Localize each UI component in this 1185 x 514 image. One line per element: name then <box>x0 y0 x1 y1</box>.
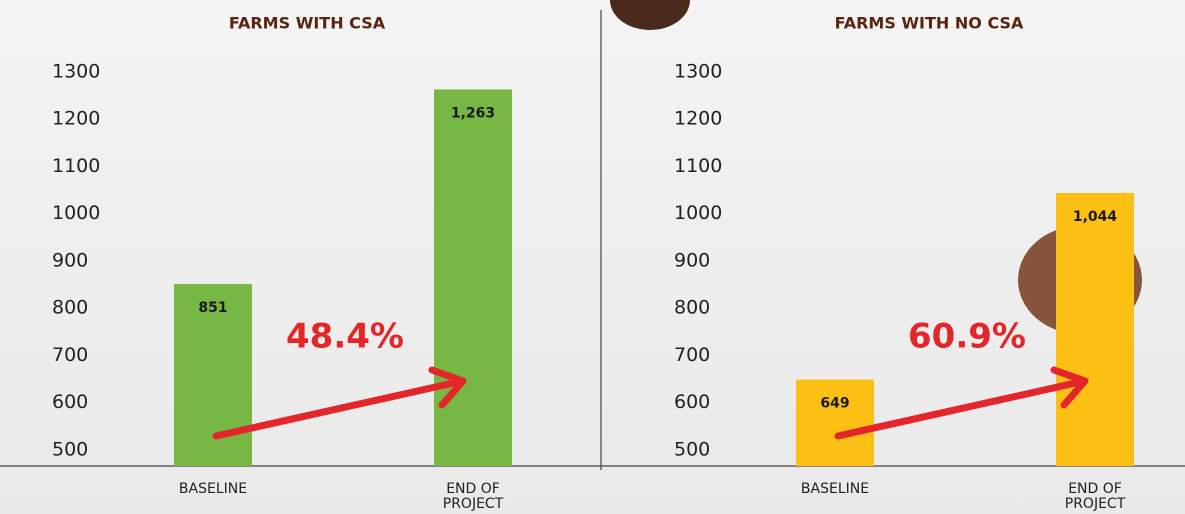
y-tick-label: 800 <box>52 297 88 319</box>
decoration <box>610 0 690 30</box>
value-label: 649 <box>820 396 849 412</box>
y-tick-label: 600 <box>674 391 710 413</box>
x-tick-label: END OF PROJECT <box>442 482 504 512</box>
value-label: 1,044 <box>1073 209 1118 225</box>
arrow <box>834 378 1084 440</box>
y-tick-label: 800 <box>674 297 710 319</box>
arrow-head <box>1050 366 1089 409</box>
value-label: 1,263 <box>451 105 495 121</box>
y-tick-label: 1100 <box>52 155 100 177</box>
y-tick-label: 700 <box>52 344 88 366</box>
x-tick-label: BASELINE <box>178 482 248 497</box>
annotation: 48.4% <box>286 317 404 357</box>
y-tick-label: 500 <box>52 438 88 460</box>
y-tick-label: 900 <box>674 249 710 271</box>
y-tick-label: 900 <box>52 249 88 271</box>
bar <box>434 89 512 466</box>
y-tick-label: 1300 <box>52 61 100 83</box>
arrow <box>212 378 462 440</box>
bar <box>796 379 874 466</box>
y-tick-label: 600 <box>52 391 88 413</box>
x-tick-label: END OF PROJECT <box>1064 482 1126 512</box>
y-tick-label: 1000 <box>674 202 722 224</box>
y-tick-label: 500 <box>674 438 710 460</box>
x-label-box: BASELINE <box>178 482 248 497</box>
x-label-box: END OF PROJECT <box>1064 482 1126 512</box>
value-label: 851 <box>198 300 227 316</box>
x-tick-label: BASELINE <box>800 482 870 497</box>
annotation: 60.9% <box>908 317 1026 357</box>
bar <box>1056 192 1134 466</box>
arrow-head <box>428 366 467 409</box>
chart-title: FARMS WITH CSA <box>229 14 386 33</box>
chart-title: FARMS WITH NO CSA <box>835 14 1024 33</box>
x-label-box: BASELINE <box>800 482 870 497</box>
y-tick-label: 700 <box>674 344 710 366</box>
y-tick-label: 1000 <box>52 202 100 224</box>
y-tick-label: 1200 <box>674 108 722 130</box>
y-tick-label: 1300 <box>674 61 722 83</box>
x-label-box: END OF PROJECT <box>442 482 504 512</box>
y-tick-label: 1200 <box>52 108 100 130</box>
y-tick-label: 1100 <box>674 155 722 177</box>
